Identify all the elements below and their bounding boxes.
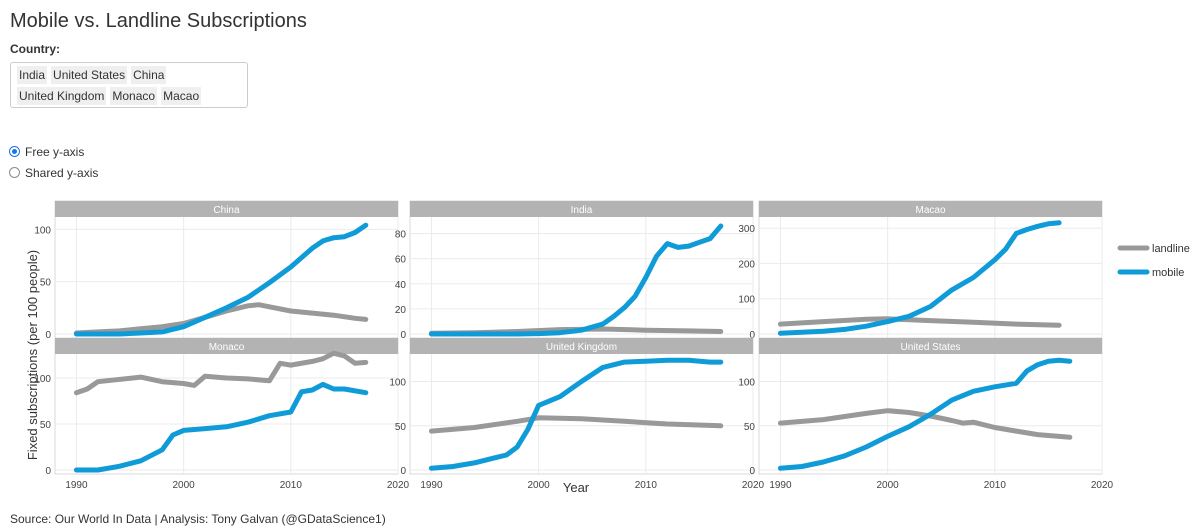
facet-title: United Kingdom (546, 342, 617, 353)
y-tick-label: 40 (395, 280, 407, 291)
x-tick-label: 2020 (387, 480, 410, 491)
facet-panel-monaco: 0 50 100 Monaco 1990 2000 2010 2020 (34, 337, 410, 491)
y-tick-label: 0 (400, 466, 406, 477)
facet-panel-united-states: 0 50 100 United States 1990 2000 2010 2020 (738, 337, 1114, 491)
facet-strip (759, 338, 1102, 354)
panel-frame (758, 337, 1103, 475)
radio-button[interactable] (9, 167, 20, 178)
y-tick-label: 0 (749, 330, 755, 341)
legend: landline mobile (1117, 243, 1190, 279)
faceted-line-chart: 0 50 100 China 0 20 40 60 80 India 0 100 200 300 Macao… (25, 200, 1190, 495)
facet-strip (759, 201, 1102, 217)
series-line-landline (73, 302, 369, 336)
series-line-landline (73, 350, 369, 396)
facet-panel-united-kingdom: 0 50 100 United Kingdom 1990 2000 2010 2020 (389, 337, 765, 491)
series-line-mobile (73, 381, 369, 473)
country-filter-label: Country: (10, 42, 60, 56)
x-axis-title: Year (563, 480, 590, 495)
y-tick-label: 20 (395, 305, 407, 316)
x-tick-label: 2000 (877, 480, 900, 491)
radio-button-checked[interactable] (9, 146, 20, 157)
x-tick-label: 2000 (528, 480, 551, 491)
facet-strip (410, 201, 753, 217)
y-tick-label: 100 (738, 378, 755, 389)
legend-label-mobile: mobile (1152, 267, 1184, 279)
facet-strip (410, 338, 753, 354)
country-chip[interactable]: United Kingdom (17, 87, 107, 105)
series-line-landline (428, 415, 724, 434)
y-axis-title: Fixed subscriptions (per 100 people) (25, 250, 40, 460)
y-tick-label: 100 (34, 374, 51, 385)
country-chip[interactable]: Monaco (110, 87, 158, 105)
facet-title: United States (900, 342, 960, 353)
source-caption: Source: Our World In Data | Analysis: To… (10, 512, 386, 526)
y-tick-label: 50 (40, 420, 52, 431)
facet-panel-macao: 0 100 200 300 Macao (738, 200, 1103, 341)
facet-panel-india: 0 20 40 60 80 India (395, 200, 754, 341)
legend-label-landline: landline (1152, 243, 1190, 255)
x-tick-label: 2010 (984, 480, 1007, 491)
y-tick-label: 50 (744, 422, 756, 433)
y-tick-label: 0 (749, 466, 755, 477)
panel-frame (409, 337, 754, 475)
series-line-mobile (777, 357, 1073, 471)
y-tick-label: 100 (34, 225, 51, 236)
country-chip[interactable]: India (17, 66, 48, 84)
facet-panel-china: 0 50 100 China (34, 200, 399, 341)
facet-strip (55, 338, 398, 354)
facet-title: India (571, 205, 593, 216)
y-tick-label: 0 (45, 330, 51, 341)
x-tick-label: 2020 (742, 480, 765, 491)
y-tick-label: 60 (395, 255, 407, 266)
y-tick-label: 0 (400, 330, 406, 341)
axis-mode-radio-group: Free y-axis Shared y-axis (9, 141, 98, 183)
panel-frame (409, 200, 754, 339)
facet-strip (55, 201, 398, 217)
x-tick-label: 1990 (769, 480, 792, 491)
country-chip[interactable]: United States (51, 66, 128, 84)
country-chip[interactable]: Macao (161, 87, 202, 105)
radio-label: Free y-axis (25, 144, 85, 159)
y-tick-label: 0 (45, 466, 51, 477)
x-tick-label: 2010 (635, 480, 658, 491)
y-tick-label: 100 (389, 378, 406, 389)
series-line-mobile (428, 223, 724, 337)
radio-shared-y-axis[interactable]: Shared y-axis (9, 162, 98, 183)
page-title: Mobile vs. Landline Subscriptions (10, 10, 307, 32)
x-tick-label: 1990 (65, 480, 88, 491)
series-line-landline (777, 316, 1062, 328)
x-tick-label: 2000 (173, 480, 196, 491)
series-line-mobile (73, 222, 369, 337)
radio-label: Shared y-axis (25, 165, 99, 180)
facet-title: Monaco (209, 342, 245, 353)
x-tick-label: 2010 (280, 480, 303, 491)
country-chip[interactable]: China (131, 66, 167, 84)
series-line-mobile (428, 357, 724, 471)
series-line-landline (777, 408, 1073, 440)
country-multiselect[interactable]: India United States China United Kingdom… (10, 62, 248, 108)
y-tick-label: 50 (40, 278, 52, 289)
facet-title: Macao (915, 205, 945, 216)
y-tick-label: 300 (738, 224, 755, 235)
x-tick-label: 2020 (1091, 480, 1114, 491)
y-tick-label: 200 (738, 259, 755, 270)
radio-free-y-axis[interactable]: Free y-axis (9, 141, 98, 162)
panel-frame (54, 337, 399, 475)
y-tick-label: 50 (395, 422, 407, 433)
series-line-mobile (777, 220, 1062, 336)
y-tick-label: 80 (395, 230, 407, 241)
x-tick-label: 1990 (420, 480, 443, 491)
y-tick-label: 100 (738, 295, 755, 306)
facet-title: China (213, 205, 240, 216)
